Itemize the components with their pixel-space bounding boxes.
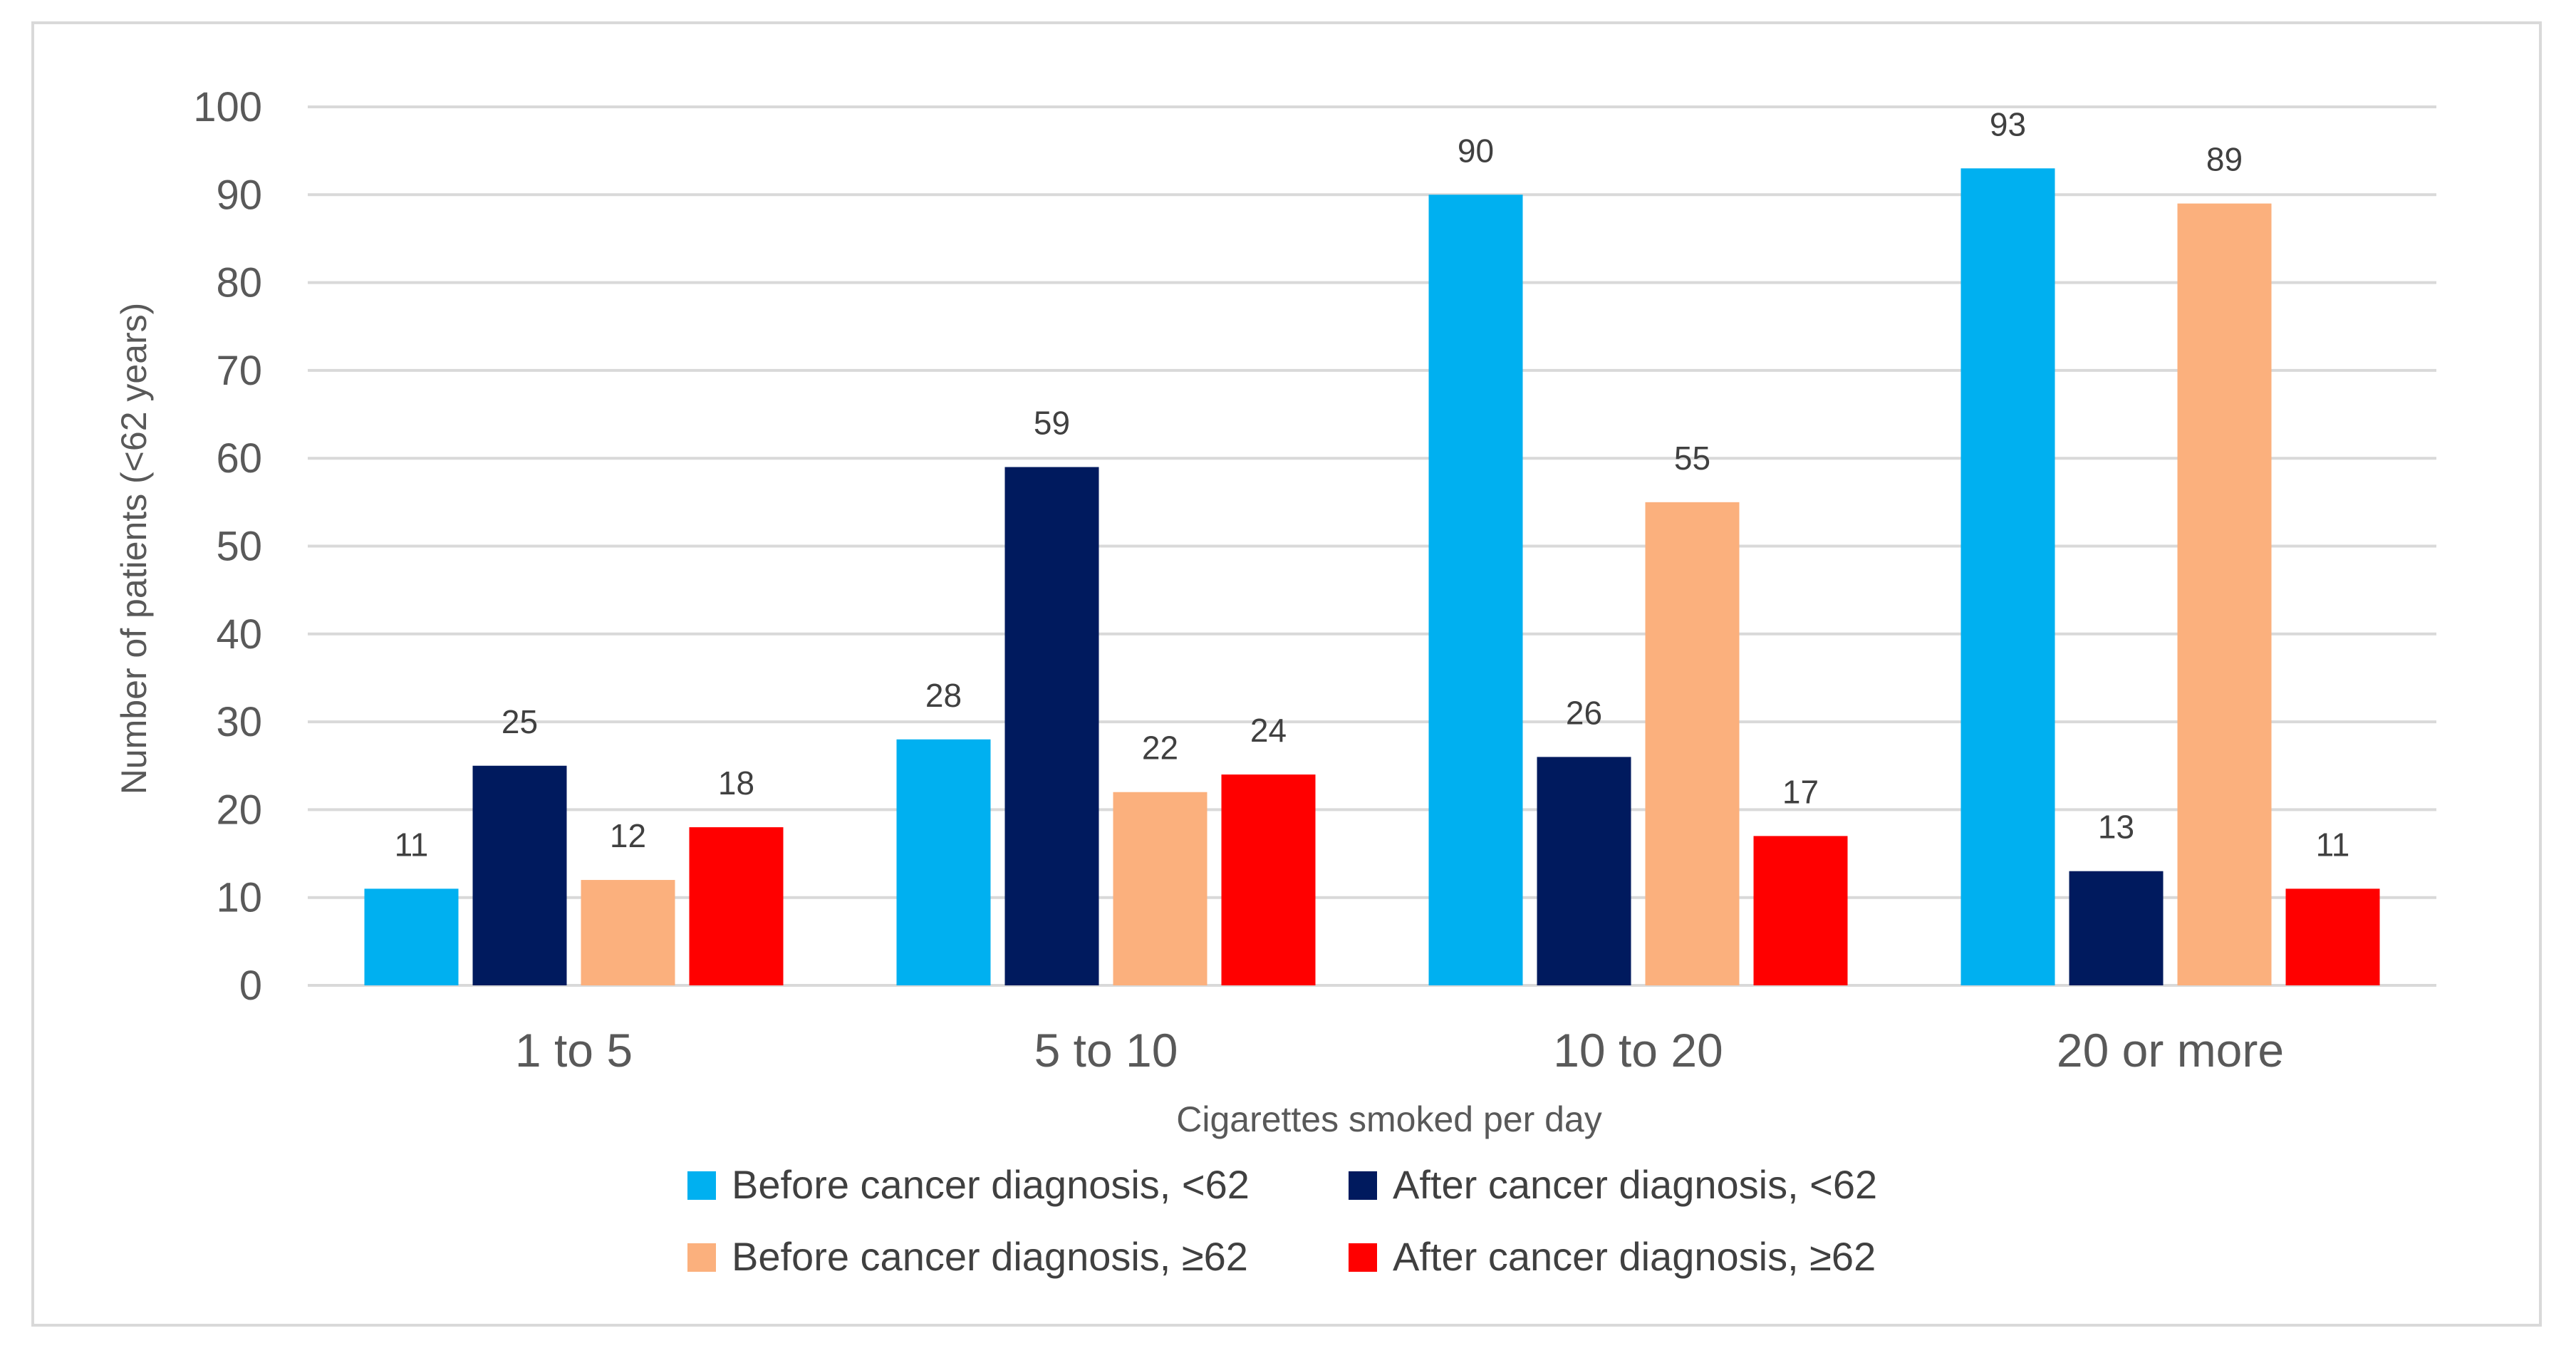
data-label: 90	[1458, 132, 1494, 169]
x-axis-title: Cigarettes smoked per day	[1176, 1099, 1602, 1139]
data-label: 22	[1142, 730, 1178, 767]
legend-swatch	[687, 1243, 716, 1272]
data-labels: 11 25 12 18 28 59 22 24 90 26 55 17 93 13 89 11	[395, 105, 2350, 863]
x-category-label: 5 to 10	[1034, 1024, 1178, 1077]
data-label: 89	[2206, 141, 2243, 178]
bar	[2285, 888, 2380, 985]
legend-label: After cancer diagnosis, <62	[1393, 1162, 1877, 1207]
bars	[364, 168, 2380, 985]
bar	[581, 880, 675, 985]
legend-swatch	[1349, 1243, 1377, 1272]
legend-label: After cancer diagnosis, ≥62	[1393, 1234, 1876, 1279]
data-label: 28	[925, 677, 962, 714]
bar	[1645, 502, 1740, 985]
y-tick-label: 40	[216, 611, 262, 658]
bar	[1221, 774, 1316, 985]
y-tick-label: 60	[216, 435, 262, 482]
y-tick-label: 20	[216, 787, 262, 833]
data-label: 18	[718, 764, 754, 802]
data-label: 11	[395, 826, 429, 863]
y-tick-label: 0	[239, 963, 262, 1009]
chart-frame	[31, 21, 2542, 1327]
y-axis-tick-labels: 0 10 20 30 40 50 60 70 80 90 100	[193, 84, 262, 1009]
y-tick-label: 90	[216, 172, 262, 218]
data-label: 12	[610, 817, 646, 854]
bar	[1537, 757, 1631, 985]
bar	[1113, 792, 1208, 985]
bar	[2177, 203, 2272, 985]
bar	[1004, 467, 1099, 985]
data-label: 17	[1782, 773, 1819, 810]
legend: Before cancer diagnosis, <62 After cancer…	[687, 1162, 1877, 1279]
x-category-label: 10 to 20	[1553, 1024, 1723, 1077]
bar	[1428, 195, 1523, 985]
legend-swatch	[687, 1171, 716, 1200]
legend-label: Before cancer diagnosis, ≥62	[732, 1234, 1248, 1279]
data-label: 25	[502, 703, 538, 740]
data-label: 26	[1566, 694, 1602, 731]
bar	[896, 739, 991, 985]
y-tick-label: 70	[216, 348, 262, 394]
bar	[1753, 836, 1848, 985]
y-tick-label: 30	[216, 699, 262, 745]
x-axis-category-labels: 1 to 5 5 to 10 10 to 20 20 or more	[515, 1024, 2284, 1077]
data-label: 24	[1250, 712, 1287, 749]
data-label: 13	[2098, 809, 2134, 846]
bar	[1960, 168, 2055, 985]
data-label: 11	[2316, 826, 2350, 863]
bar	[2069, 871, 2164, 985]
x-category-label: 1 to 5	[515, 1024, 633, 1077]
bar	[364, 888, 459, 985]
x-category-label: 20 or more	[2057, 1024, 2284, 1077]
data-label: 59	[1034, 405, 1070, 442]
legend-label: Before cancer diagnosis, <62	[732, 1162, 1250, 1207]
bar	[689, 827, 784, 985]
y-tick-label: 80	[216, 260, 262, 306]
data-label: 55	[1674, 440, 1710, 477]
y-tick-label: 100	[193, 84, 262, 130]
data-label: 93	[1990, 105, 2026, 142]
legend-swatch	[1349, 1171, 1377, 1200]
bar	[472, 765, 567, 985]
y-tick-label: 50	[216, 524, 262, 570]
y-axis-title: Number of patients (<62 years)	[114, 303, 154, 795]
y-tick-label: 10	[216, 875, 262, 921]
